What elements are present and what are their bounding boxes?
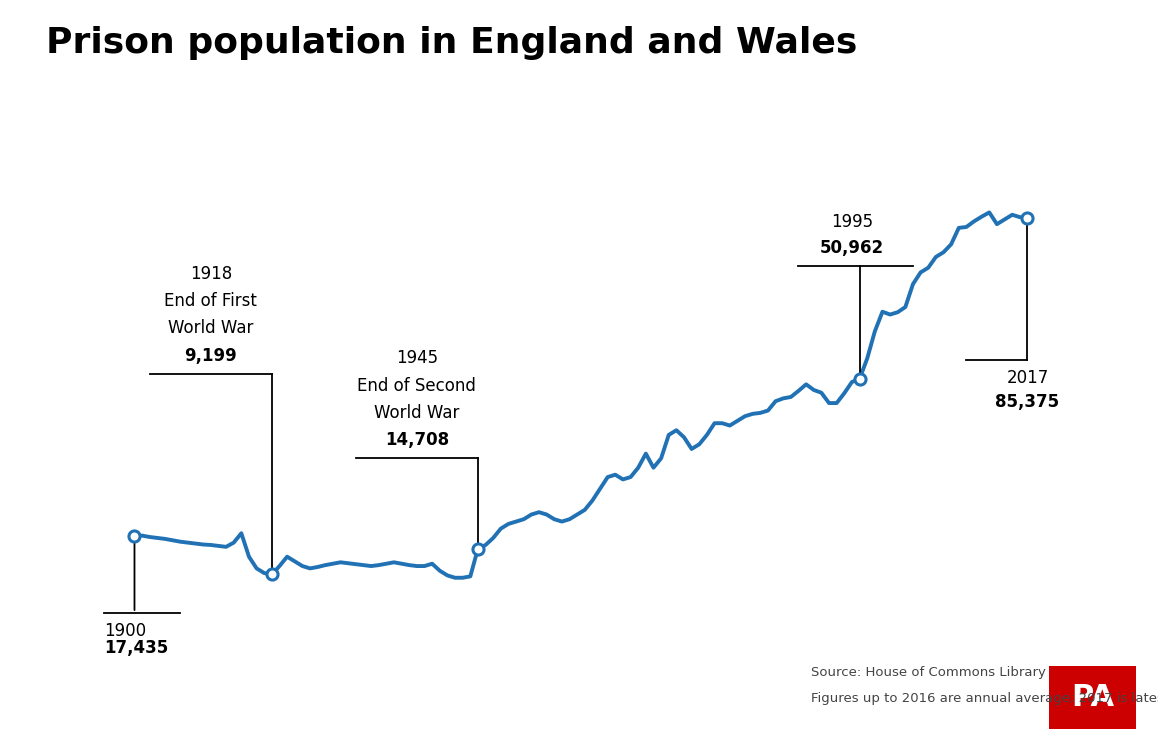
Text: 1995: 1995 <box>830 213 873 231</box>
Text: World War: World War <box>374 404 460 422</box>
Text: 2017: 2017 <box>1006 369 1049 387</box>
Text: World War: World War <box>168 319 254 338</box>
Text: 85,375: 85,375 <box>996 393 1060 411</box>
Text: 17,435: 17,435 <box>104 639 168 657</box>
Text: Figures up to 2016 are annual average; 2017 is latest available figure: Figures up to 2016 are annual average; 2… <box>811 692 1158 705</box>
Text: 1945: 1945 <box>396 350 438 367</box>
Text: 50,962: 50,962 <box>820 239 884 257</box>
Text: 1918: 1918 <box>190 265 232 283</box>
Text: End of Second: End of Second <box>358 377 476 394</box>
Text: PA: PA <box>1071 683 1114 712</box>
Text: End of First: End of First <box>164 292 257 311</box>
Text: Source: House of Commons Library: Source: House of Commons Library <box>811 666 1046 679</box>
Text: 14,708: 14,708 <box>384 431 449 449</box>
Text: 1900: 1900 <box>104 622 146 640</box>
Text: Prison population in England and Wales: Prison population in England and Wales <box>46 26 858 60</box>
Text: 9,199: 9,199 <box>184 347 237 364</box>
